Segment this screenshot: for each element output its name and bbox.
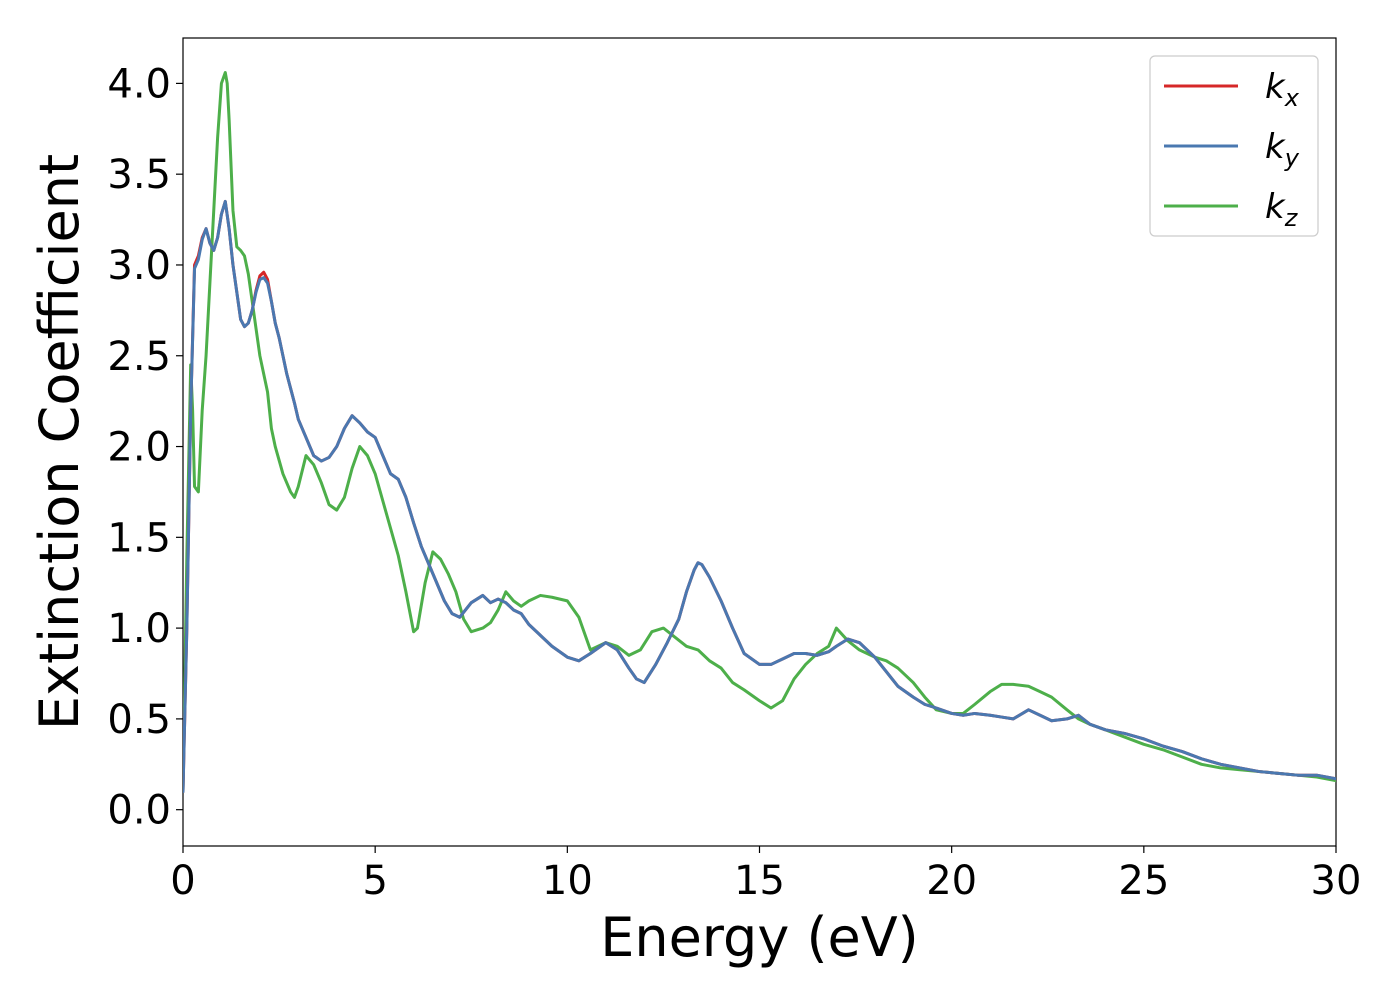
x-tick-label: 20 (926, 858, 977, 904)
plot-frame (182, 37, 1337, 847)
y-tick-label: 0.0 (107, 788, 171, 834)
y-tick-label: 3.0 (107, 243, 171, 289)
y-tick-label: 1.0 (107, 606, 171, 652)
x-tick-label: 25 (1118, 858, 1169, 904)
legend-label-base: k (1265, 67, 1286, 107)
x-axis-label: Energy (eV) (600, 906, 919, 969)
y-tick-label: 0.5 (107, 697, 171, 743)
y-tick-label: 3.5 (107, 152, 171, 198)
x-tick-label: 30 (1311, 858, 1362, 904)
y-axis: 0.0 0.5 1.0 1.5 2.0 2.5 3.0 3.5 4.0 (107, 61, 183, 834)
y-axis-label: Extinction Coefficient (28, 154, 91, 730)
legend-label-subscript: z (1284, 204, 1299, 232)
x-tick-label: 15 (734, 858, 785, 904)
x-tick-label: 5 (362, 858, 387, 904)
y-tick-label: 4.0 (107, 61, 171, 107)
legend-label-subscript: x (1284, 84, 1300, 112)
legend-label-kx: kx (1265, 67, 1300, 112)
legend-label-subscript: y (1284, 144, 1300, 172)
x-axis: 0 5 10 15 20 25 30 (170, 846, 1361, 904)
y-tick-label: 1.5 (107, 515, 171, 561)
legend-label-ky: ky (1265, 127, 1300, 172)
series-line-ky (183, 199, 1336, 794)
series-line-kz (183, 71, 1336, 794)
x-tick-label: 10 (542, 858, 593, 904)
legend-label-base: k (1265, 127, 1286, 167)
x-tick-label: 0 (170, 858, 195, 904)
series-layer (183, 71, 1336, 794)
legend-label-kz: kz (1265, 187, 1299, 232)
y-tick-label: 2.0 (107, 425, 171, 471)
legend-label-base: k (1265, 187, 1286, 227)
y-tick-label: 2.5 (107, 334, 171, 380)
